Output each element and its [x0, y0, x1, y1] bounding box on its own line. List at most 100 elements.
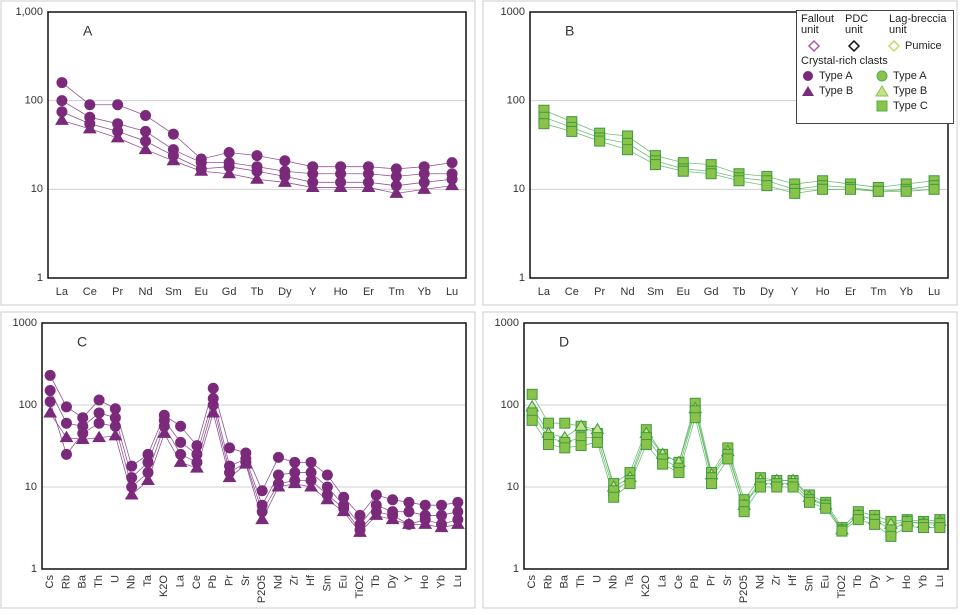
marker [333, 180, 348, 192]
x-tick-label: Lu [452, 575, 464, 587]
x-tick-label: La [56, 286, 69, 298]
marker [657, 458, 669, 470]
marker [251, 150, 263, 162]
x-tick-label: Ba [559, 574, 571, 588]
marker [222, 470, 237, 483]
marker [803, 496, 815, 508]
x-tick-label: Pr [705, 575, 717, 586]
x-tick-label: Lu [928, 286, 940, 298]
x-tick-label: Gd [704, 286, 719, 298]
marker [900, 185, 912, 197]
x-tick-label: Dy [760, 286, 774, 298]
y-tick-label: 10 [513, 183, 525, 195]
legend-marker [876, 70, 888, 81]
panel-border [0, 311, 476, 609]
marker [761, 180, 773, 192]
marker [934, 522, 946, 534]
y-tick-label: 100 [507, 95, 525, 107]
marker [594, 135, 606, 147]
x-tick-label: Nb [126, 575, 138, 589]
marker [622, 144, 634, 156]
marker [56, 95, 68, 107]
marker [277, 175, 292, 187]
marker [223, 147, 235, 159]
panel-border [482, 311, 958, 609]
marker [44, 396, 56, 408]
marker [844, 183, 856, 195]
marker [272, 451, 284, 463]
x-tick-label: Ce [565, 286, 579, 298]
x-tick-label: Yb [417, 286, 430, 298]
marker [836, 525, 848, 537]
marker [754, 481, 766, 493]
marker [194, 164, 209, 176]
marker [140, 125, 152, 137]
marker [419, 499, 431, 511]
x-tick-label: Th [575, 575, 587, 588]
marker [608, 491, 620, 503]
marker [559, 442, 571, 454]
x-tick-label: Dy [869, 575, 881, 589]
x-tick-label: Nd [272, 575, 284, 589]
y-tick-label: 100 [501, 399, 519, 411]
marker [689, 412, 701, 424]
marker [75, 432, 90, 444]
marker [673, 467, 685, 479]
x-tick-label: Cs [526, 575, 538, 589]
marker [452, 496, 464, 508]
x-tick-label: Pr [594, 286, 605, 298]
marker [157, 426, 172, 438]
marker [787, 481, 799, 493]
x-tick-label: Sm [803, 575, 815, 592]
marker [60, 417, 72, 429]
marker [43, 405, 58, 418]
plot-frame [523, 322, 949, 570]
marker [44, 369, 56, 381]
x-tick-label: Cs [44, 575, 56, 589]
legend-marker [847, 39, 861, 52]
x-tick-label: Tm [870, 286, 886, 298]
marker [526, 388, 538, 400]
x-tick-label: Y [309, 286, 317, 298]
x-tick-label: P2O5 [256, 575, 268, 603]
marker [279, 155, 291, 167]
legend-header: Fallout unit [801, 13, 835, 36]
x-tick-label: Ho [419, 575, 431, 589]
x-tick-label: Sm [321, 575, 333, 592]
y-tick-label: 1 [31, 563, 37, 575]
x-tick-label: Tb [370, 575, 382, 588]
x-tick-label: Tb [733, 286, 746, 298]
legend: Fallout unit PDC unit Lag-breccia unit P… [796, 10, 954, 124]
marker [256, 485, 268, 497]
x-tick-label: Tm [388, 286, 404, 298]
marker [403, 496, 415, 508]
marker [733, 175, 745, 187]
marker [370, 489, 382, 501]
marker [173, 455, 188, 467]
y-tick-label: 1 [513, 563, 519, 575]
marker [624, 478, 636, 490]
x-tick-label: Lu [446, 286, 458, 298]
x-tick-label: Eu [820, 575, 832, 588]
legend-marker [876, 100, 888, 111]
panel-label: C [77, 334, 87, 350]
marker [369, 508, 384, 520]
marker [138, 142, 153, 155]
x-tick-label: Rb [542, 575, 554, 589]
marker [361, 180, 376, 192]
x-tick-label: Dy [278, 286, 292, 298]
marker [320, 492, 335, 505]
x-tick-label: Rb [60, 575, 72, 589]
marker [287, 476, 302, 489]
marker [166, 153, 181, 166]
marker [93, 407, 105, 419]
legend-label: Type B [893, 84, 928, 97]
x-tick-label: TiO2 [836, 575, 848, 598]
x-tick-label: Ho [334, 286, 348, 298]
marker [872, 185, 884, 197]
x-tick-label: Zr [771, 575, 783, 586]
marker [190, 461, 204, 473]
marker [289, 456, 301, 468]
marker [255, 512, 270, 525]
marker [385, 512, 400, 525]
